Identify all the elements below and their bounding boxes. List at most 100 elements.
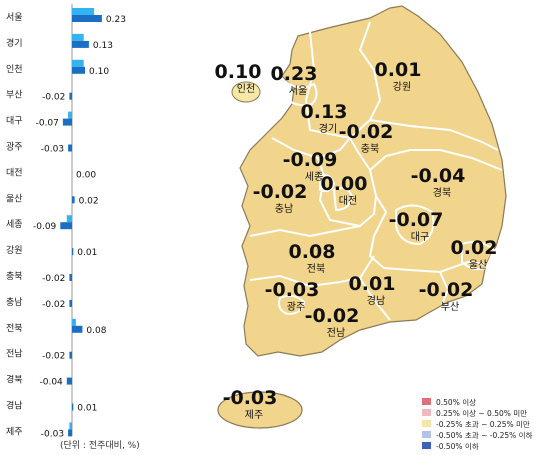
region-name: 울산	[469, 259, 487, 271]
region-value: 0.02	[451, 237, 498, 259]
bar	[62, 118, 72, 126]
value-label: -0.04	[40, 378, 64, 388]
region-value: 0.10	[215, 61, 262, 83]
value-label: -0.09	[33, 222, 57, 232]
category-label: 경남	[6, 400, 23, 412]
region-name: 경북	[433, 186, 451, 199]
legend-label: -0.50% 이하	[436, 441, 479, 451]
region-value: -0.02	[339, 121, 394, 143]
previous-bar	[68, 111, 72, 119]
bar	[69, 351, 72, 359]
value-label: -0.02	[42, 300, 65, 310]
region-borders	[249, 21, 503, 321]
category-label: 경북	[6, 374, 23, 386]
previous-bar	[72, 33, 84, 41]
category-label: 인천	[6, 64, 23, 75]
jeju-shape	[217, 391, 303, 429]
region-name: 경남	[367, 294, 385, 307]
bar	[69, 274, 72, 281]
value-label: 0.08	[86, 326, 106, 336]
region-name: 인천	[237, 83, 255, 95]
previous-bar	[69, 422, 72, 430]
value-label: -0.03	[41, 429, 64, 439]
category-label: 대구	[6, 116, 23, 127]
legend-label: -0.25% 초과 ~ 0.25% 미만	[436, 420, 530, 429]
value-label: 0.00	[76, 170, 96, 180]
category-label: 충남	[6, 297, 23, 308]
value-label: 0.01	[77, 404, 97, 414]
bar	[72, 66, 85, 74]
region-name: 광주	[287, 301, 305, 313]
legend-swatch	[422, 431, 431, 438]
bar	[66, 377, 72, 385]
value-label: -0.03	[41, 145, 64, 155]
bar	[72, 40, 89, 48]
category-label: 서울	[6, 12, 23, 23]
value-label: 0.10	[89, 67, 109, 77]
previous-bar	[72, 59, 84, 67]
category-label: 전남	[6, 349, 23, 360]
region-name: 전남	[327, 327, 345, 339]
legend-label: 0.50% 이상	[436, 397, 476, 407]
bar-chart: 서울 0.23 경기 0.13 인천 0.10 부산 -0.02 대구 -0.07 광주 -0.03 대…	[6, 4, 126, 439]
region-value: 0.08	[289, 241, 336, 263]
region-value: 0.01	[375, 59, 422, 81]
map-legend: 0.50% 이상0.25% 이상 ~ 0.50% 미만 -0.25% 초과 ~ 0…	[422, 397, 533, 451]
bar	[72, 403, 74, 411]
region-value: -0.03	[265, 279, 320, 301]
region-name: 대전	[339, 195, 357, 207]
previous-bar	[72, 318, 76, 326]
value-label: 0.01	[77, 248, 97, 258]
category-label: 경기	[6, 37, 23, 49]
legend-label: -0.50% 초과 ~ -0.25% 이하	[436, 430, 533, 440]
value-label: 0.02	[79, 196, 99, 206]
region-value: -0.09	[283, 149, 338, 171]
region-value: -0.04	[411, 165, 466, 187]
region-name: 부산	[441, 301, 459, 313]
bar	[68, 429, 72, 437]
region-name: 경기	[319, 122, 337, 135]
category-label: 광주	[6, 141, 23, 153]
region-value: 0.13	[301, 101, 348, 123]
region-name: 전북	[307, 263, 325, 275]
legend-label: 0.25% 이상 ~ 0.50% 미만	[436, 408, 527, 418]
category-label: 제주	[6, 426, 23, 437]
region-name: 제주	[245, 409, 263, 421]
value-label: -0.02	[42, 352, 65, 362]
bar	[72, 325, 83, 333]
bar	[72, 15, 102, 22]
bar	[72, 196, 75, 204]
incheon-shape	[231, 81, 261, 103]
category-label: 울산	[6, 193, 23, 204]
region-value: -0.02	[419, 279, 474, 301]
category-label: 부산	[6, 90, 23, 101]
value-label: -0.02	[42, 93, 65, 103]
region-name: 세종	[305, 171, 323, 183]
category-label: 전북	[6, 323, 23, 334]
previous-bar	[66, 215, 72, 223]
region-value: 0.01	[349, 273, 396, 295]
value-label: 0.23	[106, 15, 126, 25]
bar	[60, 222, 72, 230]
legend-swatch	[422, 409, 431, 416]
region-value: -0.03	[223, 387, 278, 409]
region-name: 충남	[275, 203, 293, 215]
value-label: 0.13	[93, 41, 113, 51]
unit-note: (단위 : 전주대비, %)	[60, 441, 140, 451]
category-label: 충북	[6, 271, 23, 282]
region-value: -0.02	[253, 181, 308, 203]
category-label: 세종	[6, 219, 23, 230]
region-name: 대구	[411, 231, 429, 243]
region-value: -0.07	[389, 209, 444, 231]
bar	[69, 92, 72, 100]
bar	[69, 299, 72, 307]
region-name: 강원	[393, 81, 411, 93]
category-label: 대전	[6, 167, 23, 178]
legend-swatch	[422, 398, 431, 405]
region-name: 충북	[361, 143, 379, 155]
region-value: -0.02	[305, 305, 360, 327]
region-name: 서울	[289, 85, 307, 97]
previous-bar	[72, 8, 95, 15]
